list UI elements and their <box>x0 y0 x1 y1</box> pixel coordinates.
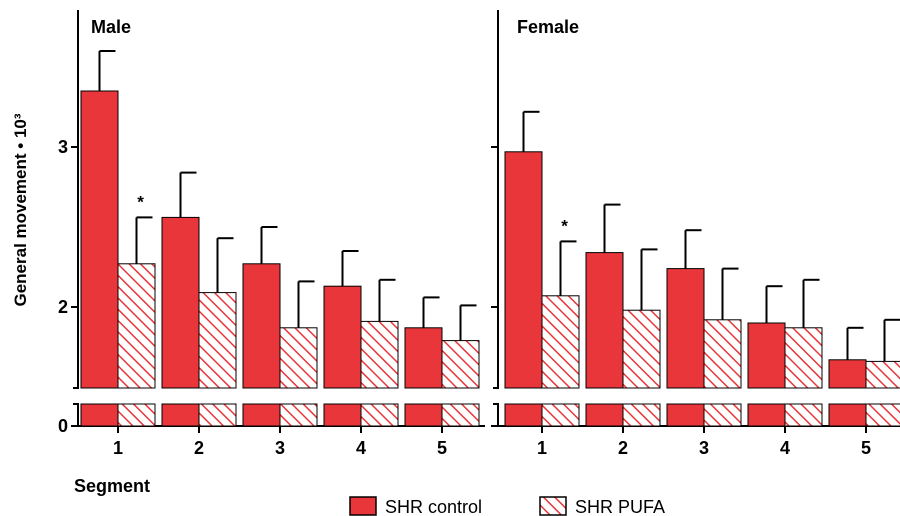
bar-male-pufa-5 <box>441 340 480 389</box>
bar-female-control-2 <box>585 252 624 389</box>
bar-base-female-control-5 <box>828 403 867 427</box>
significance-marker-male: * <box>137 192 144 211</box>
legend-label-pufa: SHR PUFA <box>575 497 665 516</box>
y-tick-label-3: 3 <box>58 137 68 157</box>
plot-area: 1 2 3 4 5 * 1 2 3 4 5 * <box>71 10 900 458</box>
bar-base-male-control-5 <box>404 403 443 427</box>
panel-title-male: Male <box>91 17 131 37</box>
bar-male-pufa-2 <box>198 292 237 389</box>
x-tick-label-male-4: 4 <box>356 438 366 458</box>
bar-female-pufa-1 <box>541 295 580 389</box>
bar-base-female-pufa-5 <box>865 403 900 427</box>
bar-male-control-4 <box>323 285 362 389</box>
bar-female-pufa-2 <box>622 309 661 389</box>
bar-female-control-3 <box>666 268 705 389</box>
bar-base-male-control-2 <box>161 403 200 427</box>
x-tick-label-male-1: 1 <box>113 438 123 458</box>
y-axis-label: General movement • 10³ <box>11 113 30 306</box>
legend: SHR control SHR PUFA <box>349 496 665 516</box>
legend-swatch-pufa <box>539 496 567 516</box>
bar-base-male-control-3 <box>242 403 281 427</box>
bar-base-female-pufa-3 <box>703 403 742 427</box>
bar-base-male-pufa-3 <box>279 403 318 427</box>
x-tick-label-female-5: 5 <box>861 438 871 458</box>
bar-male-control-3 <box>242 263 281 389</box>
x-tick-label-female-1: 1 <box>537 438 547 458</box>
bar-base-female-control-1 <box>504 403 543 427</box>
bar-base-female-pufa-1 <box>541 403 580 427</box>
bar-base-male-control-4 <box>323 403 362 427</box>
x-tick-label-female-2: 2 <box>618 438 628 458</box>
bar-base-female-control-2 <box>585 403 624 427</box>
bar-base-female-control-3 <box>666 403 705 427</box>
x-tick-label-male-3: 3 <box>275 438 285 458</box>
bar-female-control-5 <box>828 359 867 389</box>
bar-female-control-4 <box>747 322 786 389</box>
x-tick-label-male-5: 5 <box>437 438 447 458</box>
bar-male-control-1 <box>80 90 119 389</box>
bar-male-control-5 <box>404 327 443 389</box>
bar-female-pufa-3 <box>703 319 742 389</box>
x-tick-label-male-2: 2 <box>194 438 204 458</box>
bar-male-pufa-4 <box>360 320 399 389</box>
bar-base-male-control-1 <box>80 403 119 427</box>
bar-base-female-pufa-2 <box>622 403 661 427</box>
bar-base-female-pufa-4 <box>784 403 823 427</box>
bar-base-male-pufa-2 <box>198 403 237 427</box>
x-tick-label-female-4: 4 <box>780 438 790 458</box>
panel-title-female: Female <box>517 17 579 37</box>
legend-swatch-control <box>349 496 377 516</box>
y-tick-label-2: 2 <box>58 297 68 317</box>
bar-base-male-pufa-4 <box>360 403 399 427</box>
y-tick-label-0: 0 <box>58 416 68 436</box>
bar-male-pufa-1 <box>117 263 156 389</box>
bar-base-male-pufa-5 <box>441 403 480 427</box>
legend-label-control: SHR control <box>385 497 482 516</box>
x-axis-label: Segment <box>74 476 150 496</box>
significance-marker-female: * <box>561 216 568 235</box>
bar-male-pufa-3 <box>279 327 318 389</box>
bar-female-control-1 <box>504 151 543 389</box>
x-tick-label-female-3: 3 <box>699 438 709 458</box>
bar-base-male-pufa-1 <box>117 403 156 427</box>
bar-male-control-2 <box>161 216 200 389</box>
bar-female-pufa-4 <box>784 327 823 389</box>
bar-base-female-control-4 <box>747 403 786 427</box>
bar-female-pufa-5 <box>865 360 900 389</box>
